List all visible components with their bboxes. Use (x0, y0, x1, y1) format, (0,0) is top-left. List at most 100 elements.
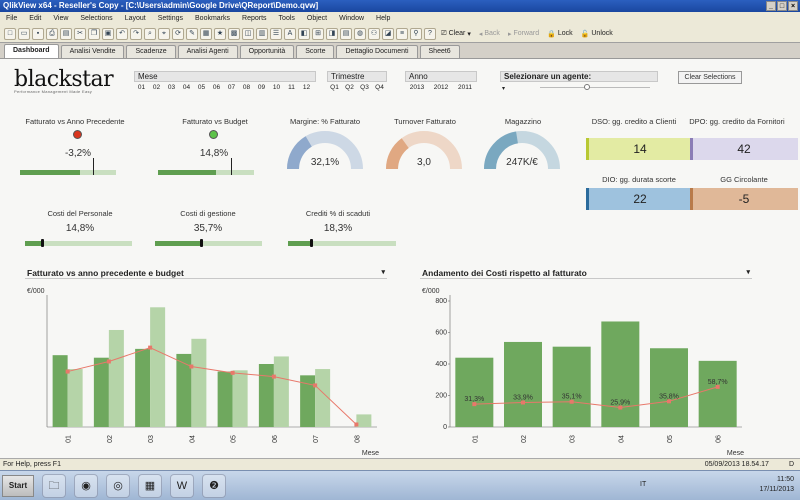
tab-opportunit-[interactable]: Opportunità (239, 45, 295, 58)
menu-view[interactable]: View (53, 15, 69, 22)
print-pdf-icon[interactable]: ▤ (60, 27, 72, 40)
undo-icon[interactable]: ↶ (116, 27, 128, 40)
tab-scorte[interactable]: Scorte (296, 45, 335, 58)
button-icon[interactable]: ◧ (298, 27, 310, 40)
clear-selections-button[interactable]: Clear Selections (678, 71, 742, 84)
filter-mese-value[interactable]: 06 (212, 84, 221, 91)
onenote-icon[interactable]: ❷ (202, 474, 226, 498)
search-icon[interactable]: ⌕ (144, 27, 156, 40)
agent-selector: Selezionare un agente: ▾ (500, 71, 658, 92)
cut-icon[interactable]: ✂ (74, 27, 86, 40)
advanced-search-icon[interactable]: ⌖ (158, 27, 170, 40)
tab-dashboard[interactable]: Dashboard (4, 44, 59, 58)
filter-mese-value[interactable]: 10 (272, 84, 281, 91)
qlikview-icon[interactable]: ◎ (106, 474, 130, 498)
clear-button[interactable]: ⎚ Clear ▾ (441, 29, 471, 38)
tab-dettaglio-documenti[interactable]: Dettaglio Documenti (336, 45, 418, 58)
filter-mese-value[interactable]: 11 (288, 84, 295, 91)
tab-analisi-vendite[interactable]: Analisi Vendite (60, 45, 125, 58)
filter-mese-value[interactable]: 08 (242, 84, 251, 91)
filter-mese-value[interactable]: 09 (257, 84, 266, 91)
filter-mese-value[interactable]: 07 (227, 84, 236, 91)
unlock-button[interactable]: 🔓 Unlock (580, 30, 613, 38)
open-file-icon[interactable]: ▭ (18, 27, 30, 40)
menu-help[interactable]: Help (376, 15, 391, 22)
back-button[interactable]: ◂ Back (478, 30, 500, 38)
filter-anno-value[interactable]: 2012 (433, 84, 449, 91)
brush-icon[interactable]: ⚲ (410, 27, 422, 40)
menu-reports[interactable]: Reports (242, 15, 267, 22)
listbox-icon[interactable]: ☰ (270, 27, 282, 40)
menu-tools[interactable]: Tools (278, 15, 295, 22)
filter-anno-value[interactable]: 2013 (409, 84, 425, 91)
filter-mese-value[interactable]: 12 (302, 84, 311, 91)
filter-trimestre-value[interactable]: Q2 (345, 84, 354, 91)
design-grid-icon[interactable]: ▩ (228, 27, 240, 40)
textbox-icon[interactable]: A (284, 27, 296, 40)
chart-costi[interactable]: Andamento dei Costi rispetto al fatturat… (420, 267, 752, 459)
report-icon[interactable]: ▤ (340, 27, 352, 40)
menu-selections[interactable]: Selections (80, 15, 113, 22)
blackstar-logo: blackstar (14, 67, 114, 92)
tab-scadenze[interactable]: Scadenze (126, 45, 176, 58)
minimize-button[interactable]: _ (766, 1, 776, 11)
close-button[interactable]: × (788, 1, 798, 11)
chart-fatturato[interactable]: Fatturato vs anno precedente e budget ▾ … (25, 267, 387, 459)
menu-edit[interactable]: Edit (29, 15, 42, 22)
filter-mese-value[interactable]: 01 (137, 84, 146, 91)
apps-grid-icon[interactable]: ▦ (138, 474, 162, 498)
forward-button[interactable]: ▸ Forward (507, 30, 540, 38)
filter-mese-value[interactable]: 04 (182, 84, 191, 91)
menu-file[interactable]: File (6, 15, 18, 22)
chart-icon[interactable]: ▥ (256, 27, 268, 40)
agent-dropdown[interactable]: ▾ (502, 86, 506, 92)
filter-mese-value[interactable]: 02 (152, 84, 161, 91)
menu-layout[interactable]: Layout (124, 15, 146, 22)
filter-mese-value[interactable]: 05 (197, 84, 206, 91)
agent-slider-knob[interactable] (584, 84, 590, 90)
reload-icon[interactable]: ⟳ (172, 27, 184, 40)
bookmark-icon[interactable]: ★ (214, 27, 226, 40)
new-file-icon[interactable]: □ (4, 27, 16, 40)
print-icon[interactable]: ⎙ (46, 27, 58, 40)
chrome-icon[interactable]: ◉ (74, 474, 98, 498)
filter-trimestre-value[interactable]: Q3 (360, 84, 369, 91)
menu-window[interactable]: Window (339, 15, 365, 22)
align-icon[interactable]: ≡ (396, 27, 408, 40)
agent-slider[interactable] (540, 84, 650, 90)
word-icon[interactable]: W (170, 474, 194, 498)
container-icon[interactable]: ◨ (326, 27, 338, 40)
edit-script-icon[interactable]: ✎ (186, 27, 198, 40)
menu-object[interactable]: Object (306, 15, 328, 22)
gauge-margine-fill (287, 136, 313, 170)
filter-mese-value[interactable]: 03 (167, 84, 176, 91)
copy-icon[interactable]: ❐ (88, 27, 100, 40)
tab-sheet6[interactable]: Sheet6 (419, 45, 460, 58)
clock-time: 11:50 (777, 476, 794, 483)
maximize-button[interactable]: □ (777, 1, 787, 11)
chart-fatturato-menu-icon[interactable]: ▾ (381, 269, 385, 276)
sheet-props-icon[interactable]: ◫ (242, 27, 254, 40)
input-language[interactable]: IT (640, 481, 647, 488)
save-icon[interactable]: ▪ (32, 27, 44, 40)
filter-anno-value[interactable]: 2011 (458, 84, 472, 91)
redo-icon[interactable]: ↷ (130, 27, 142, 40)
webview-icon[interactable]: ◍ (354, 27, 366, 40)
filter-trimestre-value[interactable]: Q4 (375, 84, 384, 91)
help-icon[interactable]: ? (424, 27, 436, 40)
paste-icon[interactable]: ▣ (102, 27, 114, 40)
tab-analisi-agenti[interactable]: Analisi Agenti (177, 45, 238, 58)
table-icon[interactable]: ⊞ (312, 27, 324, 40)
menu-bookmarks[interactable]: Bookmarks (195, 15, 231, 22)
lock-button[interactable]: 🔒 Lock (547, 30, 573, 38)
server-icon[interactable]: ⚇ (368, 27, 380, 40)
table-viewer-icon[interactable]: ▦ (200, 27, 212, 40)
chart-costi-menu-icon[interactable]: ▾ (746, 269, 750, 276)
filter-trimestre-value[interactable]: Q1 (330, 84, 339, 91)
filter-anno-values: 2013 2012 2011 (405, 84, 477, 91)
system-clock[interactable]: 11:50 17/11/2013 (759, 475, 794, 495)
layout-icon[interactable]: ◪ (382, 27, 394, 40)
file-explorer-icon[interactable]: 🗀 (42, 474, 66, 498)
start-button[interactable]: Start (2, 475, 34, 497)
menu-settings[interactable]: Settings (157, 15, 184, 22)
